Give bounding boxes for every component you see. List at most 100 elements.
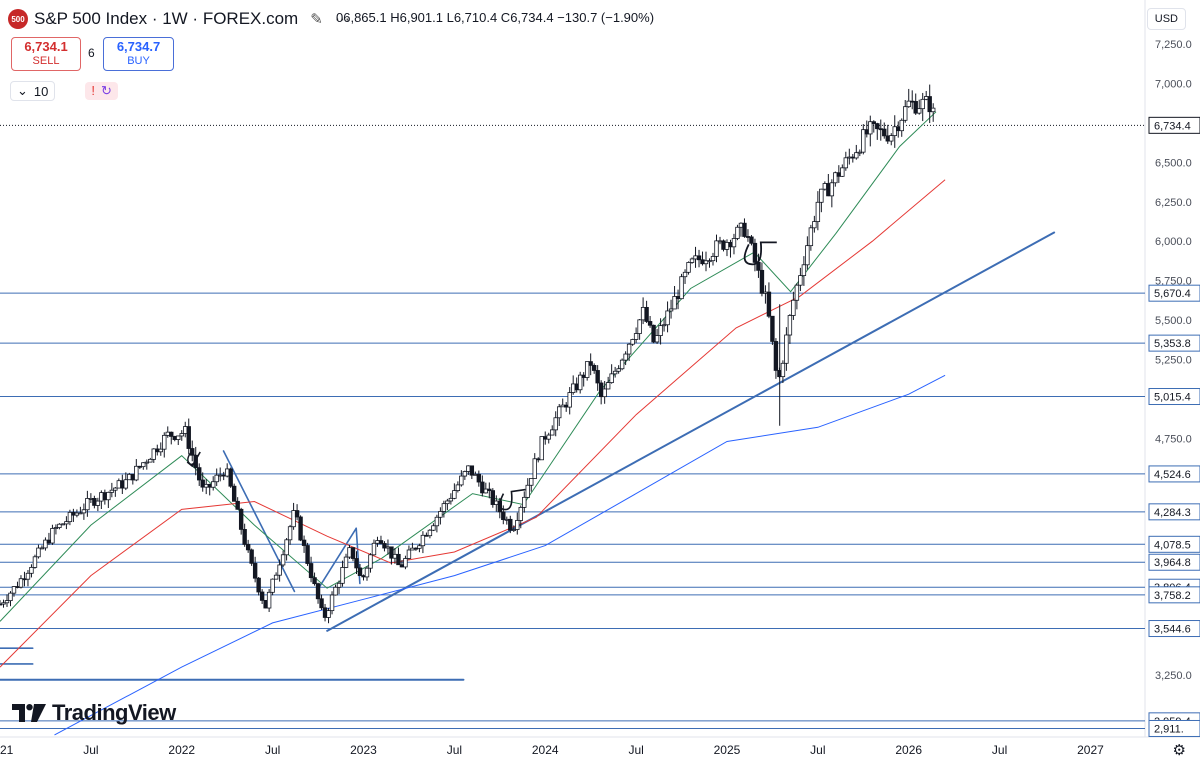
candle-down	[927, 96, 932, 113]
candle-down	[878, 128, 883, 131]
candle-up	[917, 108, 922, 114]
candle-up	[438, 511, 443, 518]
candle-up	[88, 498, 94, 500]
hand-drawn-u-annotation	[743, 241, 777, 266]
candle-up	[532, 458, 537, 479]
candle-up	[420, 534, 426, 547]
price-tick-label: 5,250.0	[1155, 355, 1192, 367]
candle-down	[130, 473, 136, 481]
candle-down	[766, 291, 772, 317]
candle-up	[64, 521, 69, 525]
candle-up	[889, 135, 894, 142]
candle-up	[798, 275, 803, 286]
status-badge[interactable]: ! ↻	[85, 82, 118, 100]
warning-icon: !	[91, 83, 95, 98]
candle-up	[707, 260, 712, 263]
candle-down	[913, 101, 918, 114]
tradingview-logo: TradingView	[12, 700, 176, 726]
candle-down	[501, 511, 506, 521]
candle-up	[158, 448, 163, 453]
candle-up	[539, 436, 544, 461]
candle-up	[179, 433, 184, 437]
tradingview-wordmark: TradingView	[52, 700, 176, 725]
candle-up	[162, 434, 167, 450]
currency-selector[interactable]: USD	[1146, 8, 1186, 30]
candle-up	[347, 547, 352, 558]
candle-down	[231, 485, 237, 502]
candle-up	[273, 574, 279, 580]
candle-down	[92, 498, 97, 506]
candle-down	[598, 382, 604, 398]
candle-up	[280, 554, 286, 566]
candle-up	[812, 221, 817, 229]
candle-up	[801, 264, 807, 276]
candle-up	[892, 126, 897, 137]
time-tick-label: Jul	[810, 743, 825, 757]
candle-up	[127, 473, 132, 481]
level-tag-label: 4,284.3	[1154, 507, 1191, 519]
symbol-title[interactable]: S&P 500 Index · 1W · FOREX.com	[34, 9, 299, 28]
ma-ema-20	[0, 111, 937, 622]
buy-button[interactable]: 6,734.7 BUY	[103, 37, 174, 71]
symbol-logo: 500	[8, 9, 28, 29]
candle-down	[696, 255, 702, 261]
candle-down	[169, 431, 174, 437]
candle-up	[822, 183, 828, 190]
candle-up	[452, 490, 457, 499]
level-tag-label: 2,911.	[1154, 723, 1184, 735]
candle-down	[836, 172, 842, 177]
candle-up	[560, 404, 565, 408]
candle-up	[459, 475, 464, 486]
time-tick-label: 2024	[532, 743, 559, 757]
level-tag-label: 5,670.4	[1154, 288, 1191, 300]
time-tick-label: Jul	[992, 743, 1007, 757]
candle-up	[11, 586, 17, 594]
candle-up	[640, 306, 646, 321]
candle-up	[445, 500, 450, 505]
ma-ema-50	[0, 179, 946, 668]
candle-up	[854, 152, 859, 159]
candle-up	[340, 567, 345, 584]
refresh-icon[interactable]: ↻	[101, 83, 112, 98]
indicator-count-toggle[interactable]: ⌄ 10	[10, 81, 56, 101]
candle-up	[930, 107, 936, 113]
candle-up	[784, 334, 789, 364]
candle-up	[504, 518, 509, 521]
gear-icon[interactable]: ⚙	[1172, 742, 1186, 759]
candle-up	[791, 299, 796, 316]
candle-up	[106, 491, 111, 501]
more-icon[interactable]: ⋯	[334, 11, 350, 28]
candle-up	[8, 592, 13, 602]
candle-up	[637, 319, 642, 334]
candle-down	[399, 564, 405, 568]
candle-up	[462, 471, 468, 477]
candle-up	[805, 245, 810, 266]
candle-down	[190, 448, 195, 456]
candle-up	[123, 479, 129, 489]
candle-down	[207, 483, 212, 488]
candle-down	[749, 236, 754, 244]
candle-up	[57, 523, 62, 528]
candle-up	[570, 383, 576, 393]
candle-up	[141, 462, 146, 468]
time-tick-label: 2021	[0, 743, 14, 757]
candle-up	[277, 564, 282, 576]
candle-up	[763, 291, 768, 294]
compare-icon[interactable]: ✎	[310, 11, 323, 28]
candle-up	[99, 492, 104, 502]
price-tick-label: 6,000.0	[1155, 236, 1192, 248]
candle-up	[703, 260, 709, 265]
sell-button[interactable]: 6,734.1 SELL	[11, 37, 81, 71]
candle-up	[95, 500, 101, 506]
level-tag	[1148, 388, 1200, 406]
symbol-header[interactable]: 500 S&P 500 Index · 1W · FOREX.com ✎ ⋯	[8, 6, 350, 32]
candle-down	[647, 321, 653, 326]
candle-up	[18, 578, 24, 588]
candle-up	[682, 271, 688, 278]
candle-down	[315, 583, 321, 600]
candle-up	[630, 339, 635, 345]
ohlc-readout: 06,865.1 H6,901.1 L6,710.4 C6,734.4 −130…	[336, 10, 655, 25]
candle-down	[536, 458, 541, 461]
candle-up	[50, 528, 55, 544]
